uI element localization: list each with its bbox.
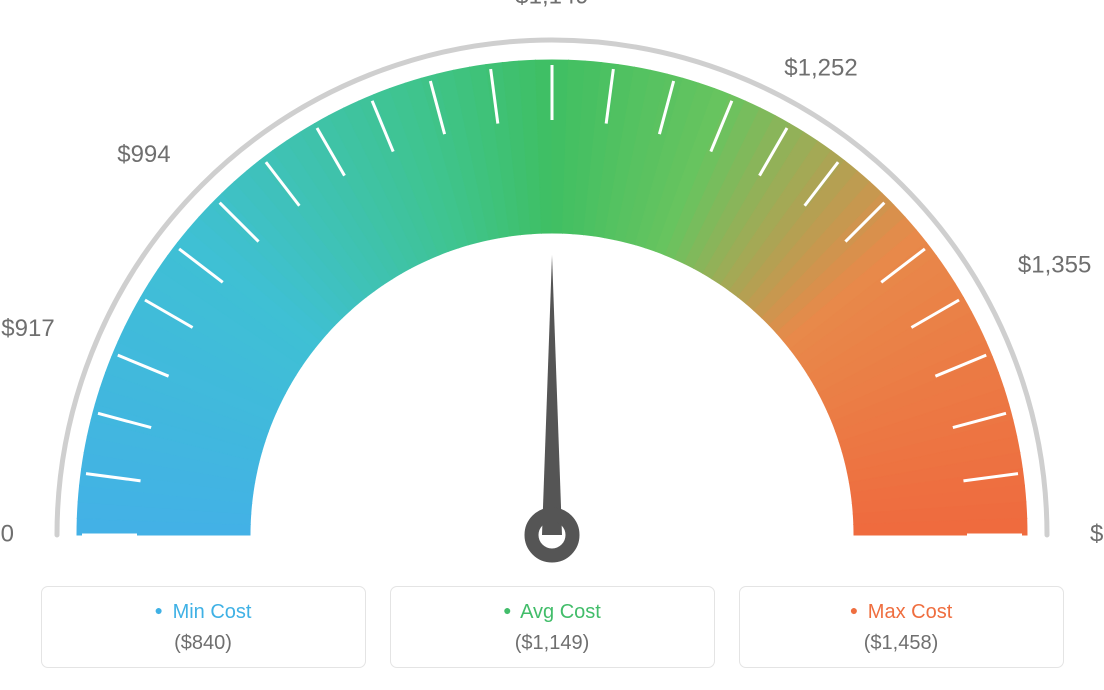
legend-dot-min: ● [155, 602, 163, 618]
gauge-tick-label: $1,355 [1018, 251, 1091, 278]
legend-dot-max: ● [850, 602, 858, 618]
gauge-tick-label: $840 [0, 520, 14, 547]
legend-max-cost: ● Max Cost ($1,458) [739, 586, 1064, 668]
legend-avg-value: ($1,149) [401, 632, 704, 655]
gauge-tick-label: $1,149 [515, 0, 588, 9]
legend-min-label: Min Cost [173, 601, 252, 623]
legend-max-value: ($1,458) [750, 632, 1053, 655]
cost-gauge: $840 $917 $994 $1,149 $1,252 $1,355 $1,458 [0, 0, 1104, 575]
legend-dot-avg: ● [503, 602, 511, 618]
gauge-tick-label: $994 [117, 141, 170, 168]
gauge-tick-label: $1,252 [784, 54, 857, 81]
legend-avg-cost: ● Avg Cost ($1,149) [390, 586, 715, 668]
legend-min-cost: ● Min Cost ($840) [41, 586, 366, 668]
gauge-chart-container: $840 $917 $994 $1,149 $1,252 $1,355 $1,458 ● M… [0, 0, 1104, 690]
legend-avg-label: Avg Cost [520, 601, 601, 623]
legend-min-value: ($840) [52, 632, 355, 655]
gauge-tick-label: $917 [1, 315, 54, 342]
gauge-tick-label: $1,458 [1090, 520, 1104, 547]
legend-max-label: Max Cost [868, 601, 952, 623]
gauge-needle [542, 255, 562, 535]
legend-row: ● Min Cost ($840) ● Avg Cost ($1,149) ● … [0, 586, 1104, 668]
